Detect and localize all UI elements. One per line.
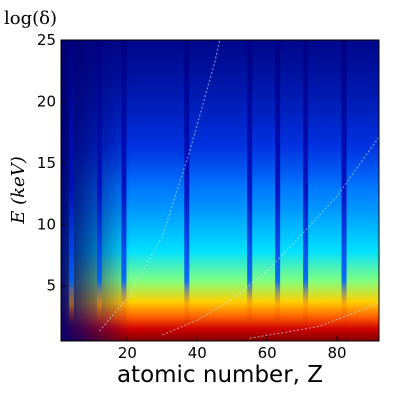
vertical-band — [275, 40, 281, 341]
plot-area — [61, 40, 379, 341]
y-axis-label: E (keV) — [8, 156, 29, 224]
y-axis-ticks: 5 10 15 20 25 — [37, 31, 66, 295]
vertical-band — [68, 40, 74, 341]
vertical-band — [96, 40, 102, 341]
vertical-band — [247, 40, 253, 341]
y-tick-label: 10 — [37, 215, 56, 233]
plot-frame — [60, 39, 380, 342]
x-axis-ticks: 20 40 60 80 — [118, 336, 347, 362]
colorbar-label: log(δ) — [4, 8, 57, 29]
x-tick-label: 80 — [328, 344, 347, 362]
x-tick-label: 40 — [188, 344, 207, 362]
y-tick-label: 25 — [37, 31, 56, 49]
vertical-bands — [68, 40, 347, 341]
x-axis-label: atomic number, Z — [117, 362, 323, 388]
x-tick-label: 20 — [118, 344, 137, 362]
y-tick-label: 15 — [37, 154, 56, 172]
edge-curves — [98, 40, 379, 339]
y-tick-label: 5 — [46, 277, 56, 295]
y-tick-label: 20 — [37, 92, 56, 110]
vertical-band — [121, 40, 127, 341]
vertical-band — [341, 40, 347, 341]
vertical-band — [184, 40, 190, 341]
vertical-band — [303, 40, 309, 341]
x-tick-label: 60 — [258, 344, 277, 362]
edge-curve — [249, 302, 379, 339]
